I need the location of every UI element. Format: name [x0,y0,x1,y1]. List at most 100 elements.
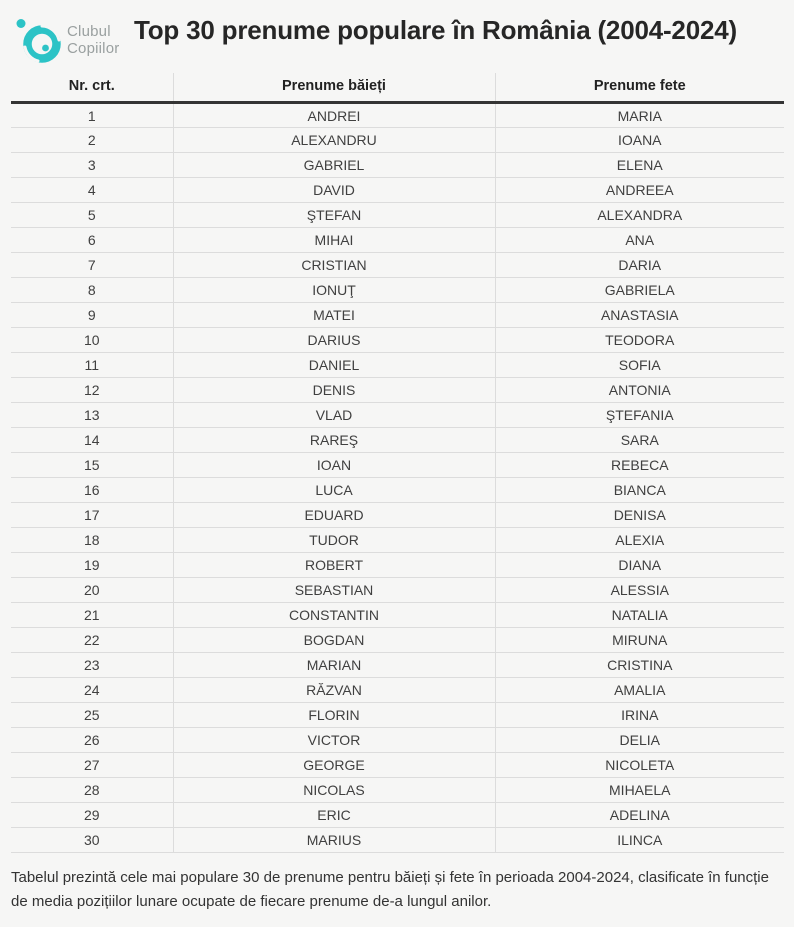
boy-name-cell: CRISTIAN [172,252,495,278]
row-number-cell: 24 [11,677,173,703]
boy-name-cell: VICTOR [172,727,495,753]
boy-name-cell: DANIEL [172,352,495,378]
column-header-girls: Prenume fete [494,73,784,104]
girl-name-cell: IRINA [494,702,784,728]
column-header-boys: Prenume băieți [172,73,495,104]
table-row: 28 NICOLAS MIHAELA [11,777,784,803]
page-title: Top 30 prenume populare în România (2004… [134,15,737,45]
row-number-cell: 5 [11,202,173,228]
boy-name-cell: SEBASTIAN [172,577,495,603]
table-row: 4 DAVID ANDREEA [11,177,784,203]
table-row: 13 VLAD ŞTEFANIA [11,402,784,428]
table-row: 24 RĂZVAN AMALIA [11,677,784,703]
girl-name-cell: ILINCA [494,827,784,853]
boy-name-cell: VLAD [172,402,495,428]
page-header: Clubul Copiilor Top 30 prenume populare … [0,0,794,68]
boy-name-cell: IOAN [172,452,495,478]
row-number-cell: 8 [11,277,173,303]
table-row: 30 MARIUS ILINCA [11,827,784,853]
girl-name-cell: MIHAELA [494,777,784,803]
boy-name-cell: GABRIEL [172,152,495,178]
boy-name-cell: MIHAI [172,227,495,253]
brand-name-line2: Copiilor [67,40,120,57]
girl-name-cell: AMALIA [494,677,784,703]
table-row: 11 DANIEL SOFIA [11,352,784,378]
brand-name-line1: Clubul [67,23,111,40]
row-number-cell: 7 [11,252,173,278]
boy-name-cell: FLORIN [172,702,495,728]
table-row: 10 DARIUS TEODORA [11,327,784,353]
boy-name-cell: NICOLAS [172,777,495,803]
table-row: 18 TUDOR ALEXIA [11,527,784,553]
boy-name-cell: RAREŞ [172,427,495,453]
row-number-cell: 30 [11,827,173,853]
brand-logo: Clubul Copiilor [14,16,120,64]
girl-name-cell: IOANA [494,127,784,153]
row-number-cell: 18 [11,527,173,553]
girl-name-cell: REBECA [494,452,784,478]
table-row: 3 GABRIEL ELENA [11,152,784,178]
table-row: 12 DENIS ANTONIA [11,377,784,403]
row-number-cell: 16 [11,477,173,503]
boy-name-cell: ANDREI [172,102,495,128]
table-row: 26 VICTOR DELIA [11,727,784,753]
row-number-cell: 11 [11,352,173,378]
table-row: 7 CRISTIAN DARIA [11,252,784,278]
boy-name-cell: GEORGE [172,752,495,778]
row-number-cell: 23 [11,652,173,678]
table-body: 1 ANDREI MARIA 2 ALEXANDRU IOANA 3 GABRIEL ELENA… [11,102,784,853]
girl-name-cell: SARA [494,427,784,453]
row-number-cell: 25 [11,702,173,728]
boy-name-cell: DAVID [172,177,495,203]
table-header: Nr. crt. Prenume băieți Prenume fete [11,73,784,104]
boy-name-cell: DARIUS [172,327,495,353]
boy-name-cell: ŞTEFAN [172,202,495,228]
table-row: 29 ERIC ADELINA [11,802,784,828]
row-number-cell: 9 [11,302,173,328]
table-row: 14 RAREŞ SARA [11,427,784,453]
row-number-cell: 12 [11,377,173,403]
boy-name-cell: DENIS [172,377,495,403]
table-row: 21 CONSTANTIN NATALIA [11,602,784,628]
girl-name-cell: ANTONIA [494,377,784,403]
boy-name-cell: ERIC [172,802,495,828]
table-row: 6 MIHAI ANA [11,227,784,253]
table-caption: Tabelul prezintă cele mai populare 30 de… [11,869,769,910]
girl-name-cell: MIRUNA [494,627,784,653]
row-number-cell: 19 [11,552,173,578]
table-row: 15 IOAN REBECA [11,452,784,478]
table-row: 25 FLORIN IRINA [11,702,784,728]
row-number-cell: 14 [11,427,173,453]
boy-name-cell: MATEI [172,302,495,328]
table-row: 5 ŞTEFAN ALEXANDRA [11,202,784,228]
row-number-cell: 3 [11,152,173,178]
girl-name-cell: DIANA [494,552,784,578]
girl-name-cell: ELENA [494,152,784,178]
table-row: 16 LUCA BIANCA [11,477,784,503]
girl-name-cell: CRISTINA [494,652,784,678]
girl-name-cell: TEODORA [494,327,784,353]
girl-name-cell: ALESSIA [494,577,784,603]
boy-name-cell: RĂZVAN [172,677,495,703]
girl-name-cell: MARIA [494,102,784,128]
girl-name-cell: NATALIA [494,602,784,628]
table-row: 22 BOGDAN MIRUNA [11,627,784,653]
girl-name-cell: ANASTASIA [494,302,784,328]
girl-name-cell: DELIA [494,727,784,753]
boy-name-cell: LUCA [172,477,495,503]
girl-name-cell: DENISA [494,502,784,528]
girl-name-cell: ANA [494,227,784,253]
table-row: 19 ROBERT DIANA [11,552,784,578]
boy-name-cell: MARIAN [172,652,495,678]
girl-name-cell: ŞTEFANIA [494,402,784,428]
girl-name-cell: SOFIA [494,352,784,378]
row-number-cell: 13 [11,402,173,428]
row-number-cell: 22 [11,627,173,653]
row-number-cell: 20 [11,577,173,603]
boy-name-cell: TUDOR [172,527,495,553]
girl-name-cell: ADELINA [494,802,784,828]
boy-name-cell: EDUARD [172,502,495,528]
girl-name-cell: GABRIELA [494,277,784,303]
table-header-row: Nr. crt. Prenume băieți Prenume fete [11,73,784,104]
table-row: 2 ALEXANDRU IOANA [11,127,784,153]
